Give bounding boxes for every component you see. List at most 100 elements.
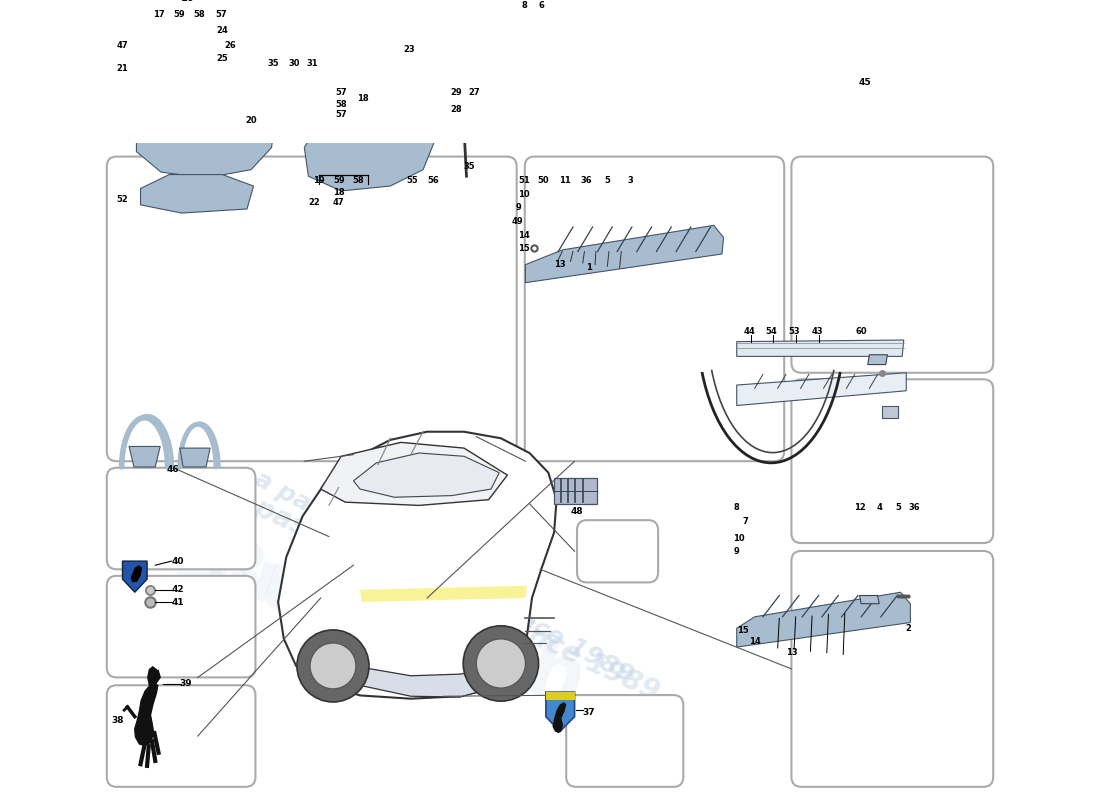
Text: 25: 25 — [217, 54, 229, 62]
Text: 27: 27 — [469, 88, 481, 97]
Polygon shape — [737, 592, 911, 647]
Polygon shape — [360, 586, 527, 602]
Text: 60: 60 — [856, 327, 867, 336]
Text: 47: 47 — [333, 198, 344, 207]
Text: 59: 59 — [173, 10, 185, 19]
Text: 10: 10 — [518, 190, 529, 198]
Polygon shape — [439, 62, 452, 129]
Text: 42: 42 — [172, 586, 184, 594]
Polygon shape — [136, 74, 276, 178]
Polygon shape — [737, 373, 906, 406]
Polygon shape — [353, 453, 499, 498]
Text: 32: 32 — [368, 0, 379, 2]
Polygon shape — [153, 670, 161, 686]
Text: 39: 39 — [179, 679, 191, 689]
Text: 40: 40 — [172, 557, 184, 566]
Polygon shape — [882, 406, 898, 418]
Polygon shape — [792, 71, 818, 79]
Polygon shape — [353, 666, 500, 697]
Text: 47: 47 — [117, 41, 129, 50]
Text: 2: 2 — [905, 624, 912, 633]
Text: 58: 58 — [194, 10, 206, 19]
Polygon shape — [141, 174, 253, 213]
Polygon shape — [546, 692, 574, 731]
Circle shape — [476, 639, 526, 688]
Polygon shape — [305, 93, 433, 191]
Text: 17: 17 — [153, 10, 164, 19]
Text: 43: 43 — [811, 327, 823, 336]
Text: 57: 57 — [214, 10, 227, 19]
Text: 44: 44 — [744, 327, 755, 336]
Text: 58: 58 — [336, 100, 346, 109]
Text: 59: 59 — [333, 176, 344, 185]
Text: 36: 36 — [909, 503, 921, 512]
Text: 56: 56 — [428, 176, 440, 185]
Text: 26: 26 — [224, 41, 236, 50]
Text: 29: 29 — [450, 88, 462, 97]
FancyBboxPatch shape — [791, 551, 993, 787]
Circle shape — [821, 63, 849, 93]
Text: 14: 14 — [518, 230, 530, 240]
Text: 19: 19 — [314, 176, 324, 185]
Polygon shape — [305, 26, 321, 79]
FancyBboxPatch shape — [525, 157, 784, 462]
Polygon shape — [321, 0, 382, 25]
Circle shape — [297, 630, 368, 702]
Polygon shape — [278, 432, 557, 698]
Circle shape — [748, 65, 774, 91]
Polygon shape — [122, 561, 147, 592]
Text: 24: 24 — [217, 26, 229, 35]
Polygon shape — [868, 354, 888, 365]
Polygon shape — [526, 226, 724, 282]
Polygon shape — [552, 702, 567, 733]
Text: 9: 9 — [516, 203, 521, 212]
Text: 3: 3 — [627, 176, 634, 185]
Text: 8: 8 — [521, 2, 528, 10]
Polygon shape — [352, 0, 370, 2]
Text: 21: 21 — [117, 64, 129, 73]
FancyBboxPatch shape — [566, 695, 683, 787]
Polygon shape — [134, 682, 158, 746]
Text: 53: 53 — [789, 327, 800, 336]
Text: 6: 6 — [539, 2, 544, 10]
Polygon shape — [286, 25, 302, 79]
Polygon shape — [755, 0, 847, 54]
Text: 33: 33 — [317, 0, 328, 2]
Text: 9: 9 — [734, 546, 739, 556]
Polygon shape — [410, 0, 464, 29]
Text: 11: 11 — [559, 176, 571, 185]
Text: 13: 13 — [785, 648, 798, 658]
FancyBboxPatch shape — [791, 379, 993, 543]
Text: 36: 36 — [580, 176, 592, 185]
Polygon shape — [546, 692, 574, 700]
Text: a passion for parts since 1989: a passion for parts since 1989 — [250, 467, 637, 688]
Circle shape — [827, 70, 844, 86]
Text: 38: 38 — [111, 716, 124, 726]
Text: 49: 49 — [512, 217, 524, 226]
Polygon shape — [744, 0, 861, 79]
Bar — [554, 478, 596, 504]
FancyBboxPatch shape — [107, 576, 255, 678]
Polygon shape — [131, 566, 142, 582]
Text: 37: 37 — [583, 708, 595, 717]
Text: 18: 18 — [358, 94, 370, 103]
Polygon shape — [322, 29, 339, 82]
Text: 15: 15 — [737, 626, 749, 635]
Text: 57: 57 — [336, 110, 346, 119]
Text: 58: 58 — [353, 176, 364, 185]
Text: 15: 15 — [518, 244, 530, 253]
Polygon shape — [179, 448, 210, 467]
Text: 54: 54 — [766, 327, 777, 336]
Text: 14: 14 — [749, 637, 760, 646]
Text: 30: 30 — [288, 58, 300, 68]
Text: 45: 45 — [859, 78, 871, 86]
Text: 10: 10 — [733, 534, 745, 542]
Text: 18: 18 — [333, 188, 344, 197]
Circle shape — [755, 71, 768, 85]
FancyBboxPatch shape — [107, 157, 517, 462]
Text: 41: 41 — [172, 598, 184, 606]
Text: 22: 22 — [308, 198, 320, 207]
Text: 13: 13 — [554, 260, 565, 269]
Polygon shape — [229, 33, 249, 54]
Text: 23: 23 — [404, 45, 415, 54]
